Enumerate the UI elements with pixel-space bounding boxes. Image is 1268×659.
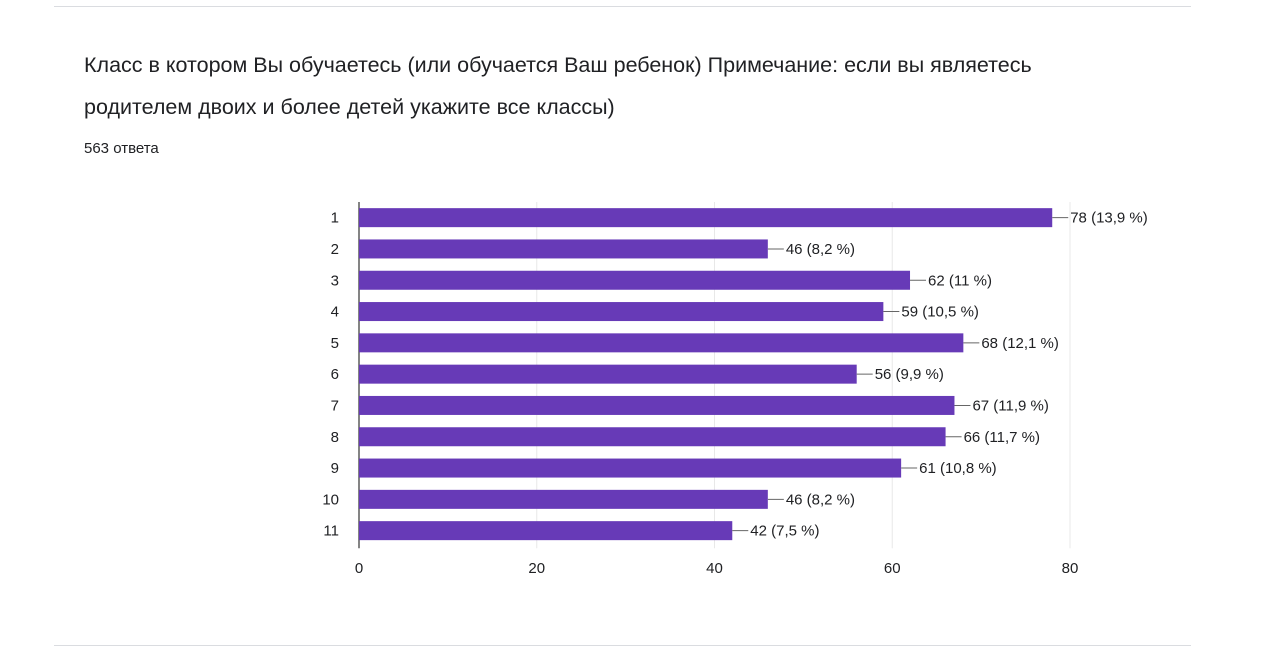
question-title: Класс в котором Вы обучаетесь (или обуча… — [84, 53, 1032, 119]
y-tick-label: 5 — [331, 335, 339, 352]
x-tick-label: 0 — [355, 560, 363, 577]
bar — [359, 208, 1053, 228]
bar — [359, 333, 964, 353]
y-tick-label: 6 — [331, 366, 339, 383]
bar — [359, 302, 884, 322]
question-card — [54, 6, 1191, 646]
bar — [359, 364, 857, 384]
bar — [359, 489, 768, 509]
y-tick-label: 9 — [331, 460, 339, 477]
data-label: 68 (12,1 %) — [981, 335, 1059, 352]
x-tick-label: 40 — [706, 560, 723, 577]
y-tick-label: 4 — [331, 304, 339, 321]
data-label: 56 (9,9 %) — [875, 366, 944, 383]
y-tick-label: 11 — [323, 523, 339, 540]
bar — [359, 270, 911, 290]
y-tick-label: 3 — [331, 272, 339, 289]
data-label: 46 (8,2 %) — [786, 241, 855, 258]
data-label: 67 (11,9 %) — [972, 397, 1048, 414]
response-count: 563 ответа — [84, 140, 159, 157]
data-label: 78 (13,9 %) — [1070, 210, 1148, 227]
data-label: 46 (8,2 %) — [786, 491, 855, 508]
bar — [359, 458, 902, 478]
data-label: 61 (10,8 %) — [919, 460, 997, 477]
data-label: 42 (7,5 %) — [750, 523, 819, 540]
bar — [359, 239, 768, 259]
y-tick-label: 2 — [331, 241, 339, 258]
y-tick-label: 8 — [331, 429, 339, 446]
data-label: 59 (10,5 %) — [901, 304, 979, 321]
x-tick-label: 80 — [1062, 560, 1079, 577]
data-label: 62 (11 %) — [928, 272, 992, 289]
x-tick-label: 60 — [884, 560, 901, 577]
x-tick-label: 20 — [528, 560, 545, 577]
data-label: 66 (11,7 %) — [964, 429, 1040, 446]
y-tick-label: 1 — [331, 210, 339, 227]
y-tick-label: 7 — [331, 397, 339, 414]
bar — [359, 395, 955, 415]
y-tick-label: 10 — [322, 491, 339, 508]
bar — [359, 427, 946, 447]
bar — [359, 521, 733, 541]
